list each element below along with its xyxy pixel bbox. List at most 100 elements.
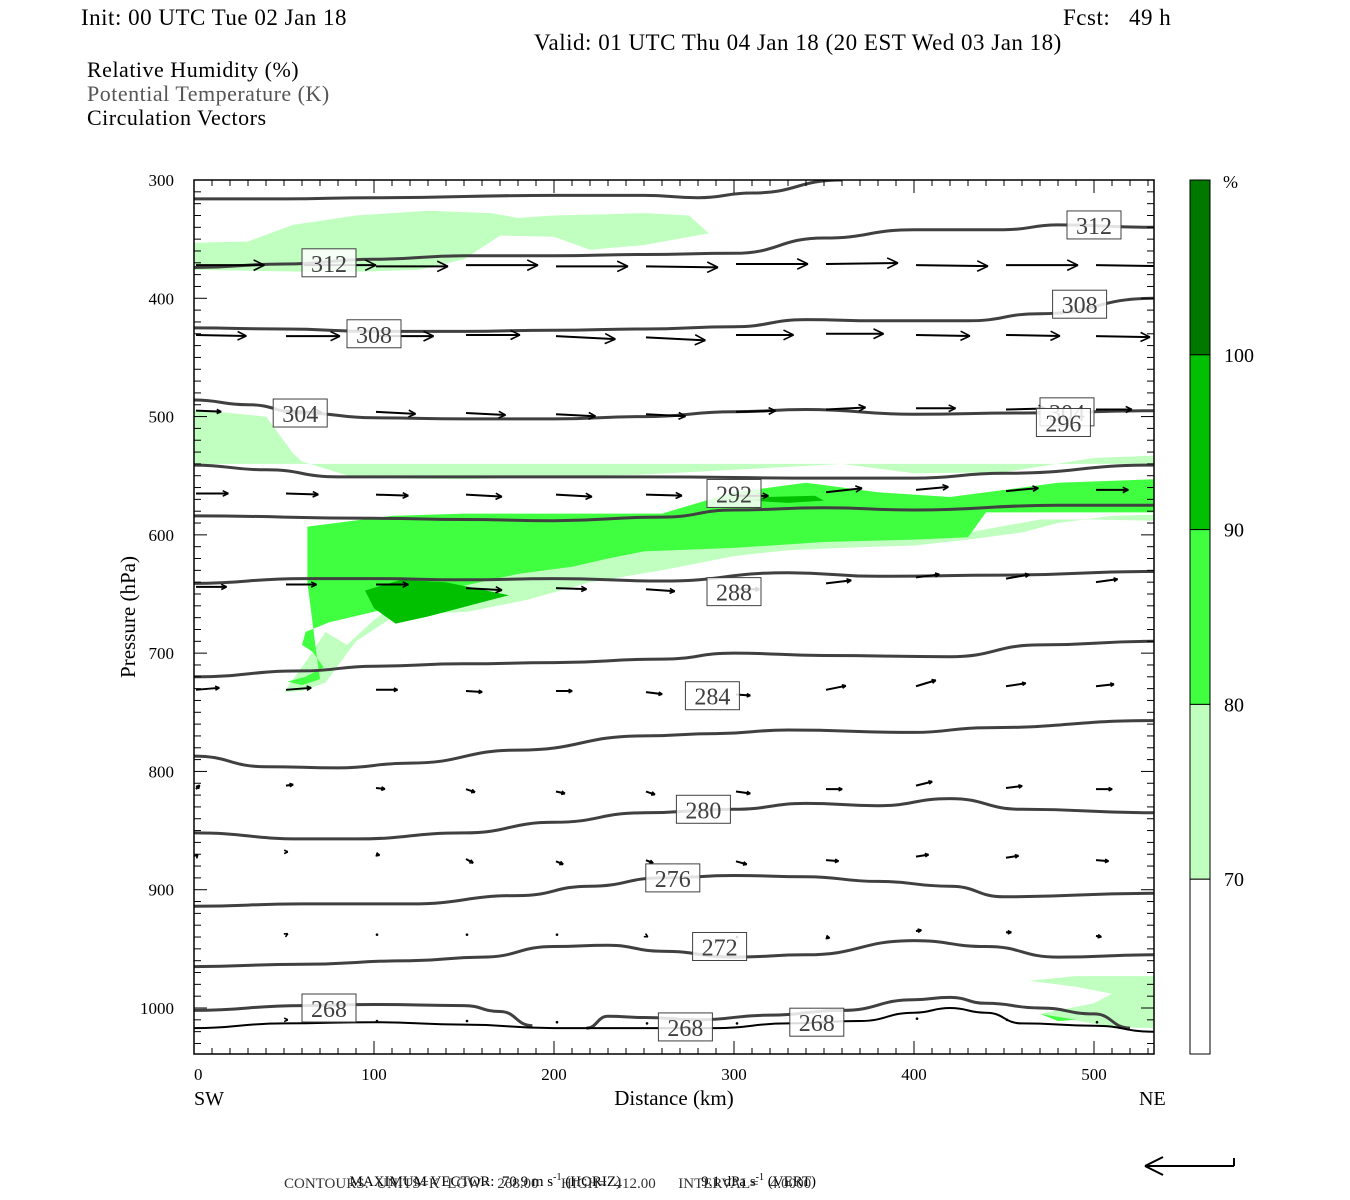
- vector-arrow: [375, 786, 386, 792]
- vector-shaft: [1095, 264, 1154, 267]
- vector-head: [942, 486, 949, 491]
- vector-shaft: [915, 679, 937, 688]
- vector-dot: [555, 933, 559, 936]
- vector-head: [1113, 578, 1119, 583]
- vector-shaft: [555, 493, 593, 498]
- max-vector-line: MAXIMUM VECTOR: 70.9 m s-1 (HORIZ) 9.1 dP…: [342, 1158, 817, 1190]
- vector-head: [1032, 487, 1039, 493]
- vector-shaft: [1095, 578, 1118, 584]
- vector-arrow: [736, 329, 794, 341]
- vector-arrow: [466, 259, 539, 272]
- x-axis-left-direction: SW: [194, 1088, 224, 1110]
- vector-arrow: [645, 587, 676, 595]
- vector-arrow: [915, 572, 940, 579]
- vector-arrow: [825, 403, 866, 412]
- x-tick-label: 100: [361, 1065, 387, 1084]
- vector-shaft: [1005, 682, 1026, 688]
- vector-head: [1122, 486, 1129, 491]
- horiz-exp: -1: [553, 1172, 562, 1183]
- vector-arrow: [825, 485, 863, 494]
- vector-head: [855, 485, 863, 490]
- vector-arrow: [645, 261, 719, 274]
- vector-dot: [375, 933, 379, 936]
- vector-head: [216, 410, 222, 415]
- vector-shaft: [465, 689, 483, 693]
- vector-head: [1066, 259, 1079, 266]
- x-axis-right-direction: NE: [1139, 1088, 1166, 1110]
- vector-head: [498, 414, 506, 419]
- contour-label-box: [1066, 210, 1122, 240]
- contour-label-box: [301, 248, 357, 278]
- vector-head: [678, 415, 686, 420]
- vector-head: [510, 334, 521, 341]
- vector-head: [560, 792, 566, 796]
- vector-shaft: [375, 493, 409, 497]
- contour-label-box: [301, 993, 357, 1023]
- vector-head: [1125, 405, 1133, 411]
- vector-shaft: [465, 412, 506, 417]
- contour-label-268: 268: [789, 1007, 845, 1037]
- vector-arrow: [825, 858, 840, 864]
- colorbar-segment: [1189, 529, 1211, 705]
- vector-shaft: [645, 265, 719, 269]
- contour-label-312: 312: [301, 248, 357, 278]
- max-vector-label: MAXIMUM VECTOR:: [349, 1174, 495, 1190]
- vector-shaft: [825, 579, 852, 585]
- vector-arrow: [1005, 681, 1027, 688]
- contour-label-box: [1035, 407, 1091, 437]
- vector-head: [742, 863, 747, 866]
- vector-head: [746, 792, 751, 796]
- theta-contour-280: [194, 797, 1154, 841]
- vector-dot: [735, 1022, 739, 1025]
- vector-head: [1140, 336, 1151, 343]
- vector-head: [1097, 936, 1102, 939]
- vector-head: [846, 579, 852, 584]
- vector-arrow: [283, 932, 289, 938]
- vector-head: [408, 409, 416, 415]
- vector-head: [1050, 330, 1061, 337]
- contour-label-text: 292: [716, 482, 752, 508]
- vector-head: [675, 491, 683, 497]
- vector-arrow: [555, 411, 596, 420]
- contour-label-text: 272: [702, 935, 738, 961]
- vector-head: [436, 260, 449, 268]
- vector-head: [924, 853, 930, 858]
- vector-head: [1108, 788, 1113, 792]
- contour-label-text: 276: [655, 867, 691, 893]
- vector-arrow: [555, 790, 566, 796]
- vector-head: [588, 411, 596, 417]
- vector-arrow: [826, 328, 884, 340]
- vector-arrow: [645, 859, 654, 865]
- vector-shaft: [735, 409, 776, 413]
- vector-arrow: [915, 780, 933, 787]
- colorbar-label: 90: [1224, 520, 1244, 542]
- vector-arrow: [825, 257, 899, 270]
- vector-head: [768, 410, 776, 416]
- theta-contour-288: [194, 639, 1154, 679]
- rh-region-80: [1040, 1013, 1076, 1021]
- vector-head: [1157, 266, 1168, 271]
- vector-head: [1032, 485, 1039, 489]
- theta-contour-292: [194, 570, 1154, 585]
- vector-head: [604, 338, 616, 345]
- vector-shaft: [645, 691, 663, 696]
- vector-arrow: [825, 684, 847, 691]
- vector-head: [616, 265, 629, 273]
- theta-contour-308: [194, 296, 1154, 333]
- vector-arrow: [1095, 331, 1151, 343]
- contour-label-text: 284: [694, 685, 730, 711]
- vector-shaft: [825, 406, 866, 411]
- vector-shaft: [195, 686, 220, 691]
- vector-arrow: [915, 330, 971, 342]
- vector-arrow: [195, 408, 222, 415]
- vector-head: [312, 490, 319, 496]
- vector-arrow: [466, 329, 521, 341]
- y-tick-label: 900: [149, 881, 175, 900]
- vector-shaft: [1095, 683, 1115, 688]
- vector-shaft: [825, 859, 839, 863]
- colorbar-label: 80: [1224, 694, 1244, 716]
- vector-head: [402, 583, 409, 588]
- vector-arrow: [555, 860, 564, 866]
- vector-arrow: [825, 577, 852, 585]
